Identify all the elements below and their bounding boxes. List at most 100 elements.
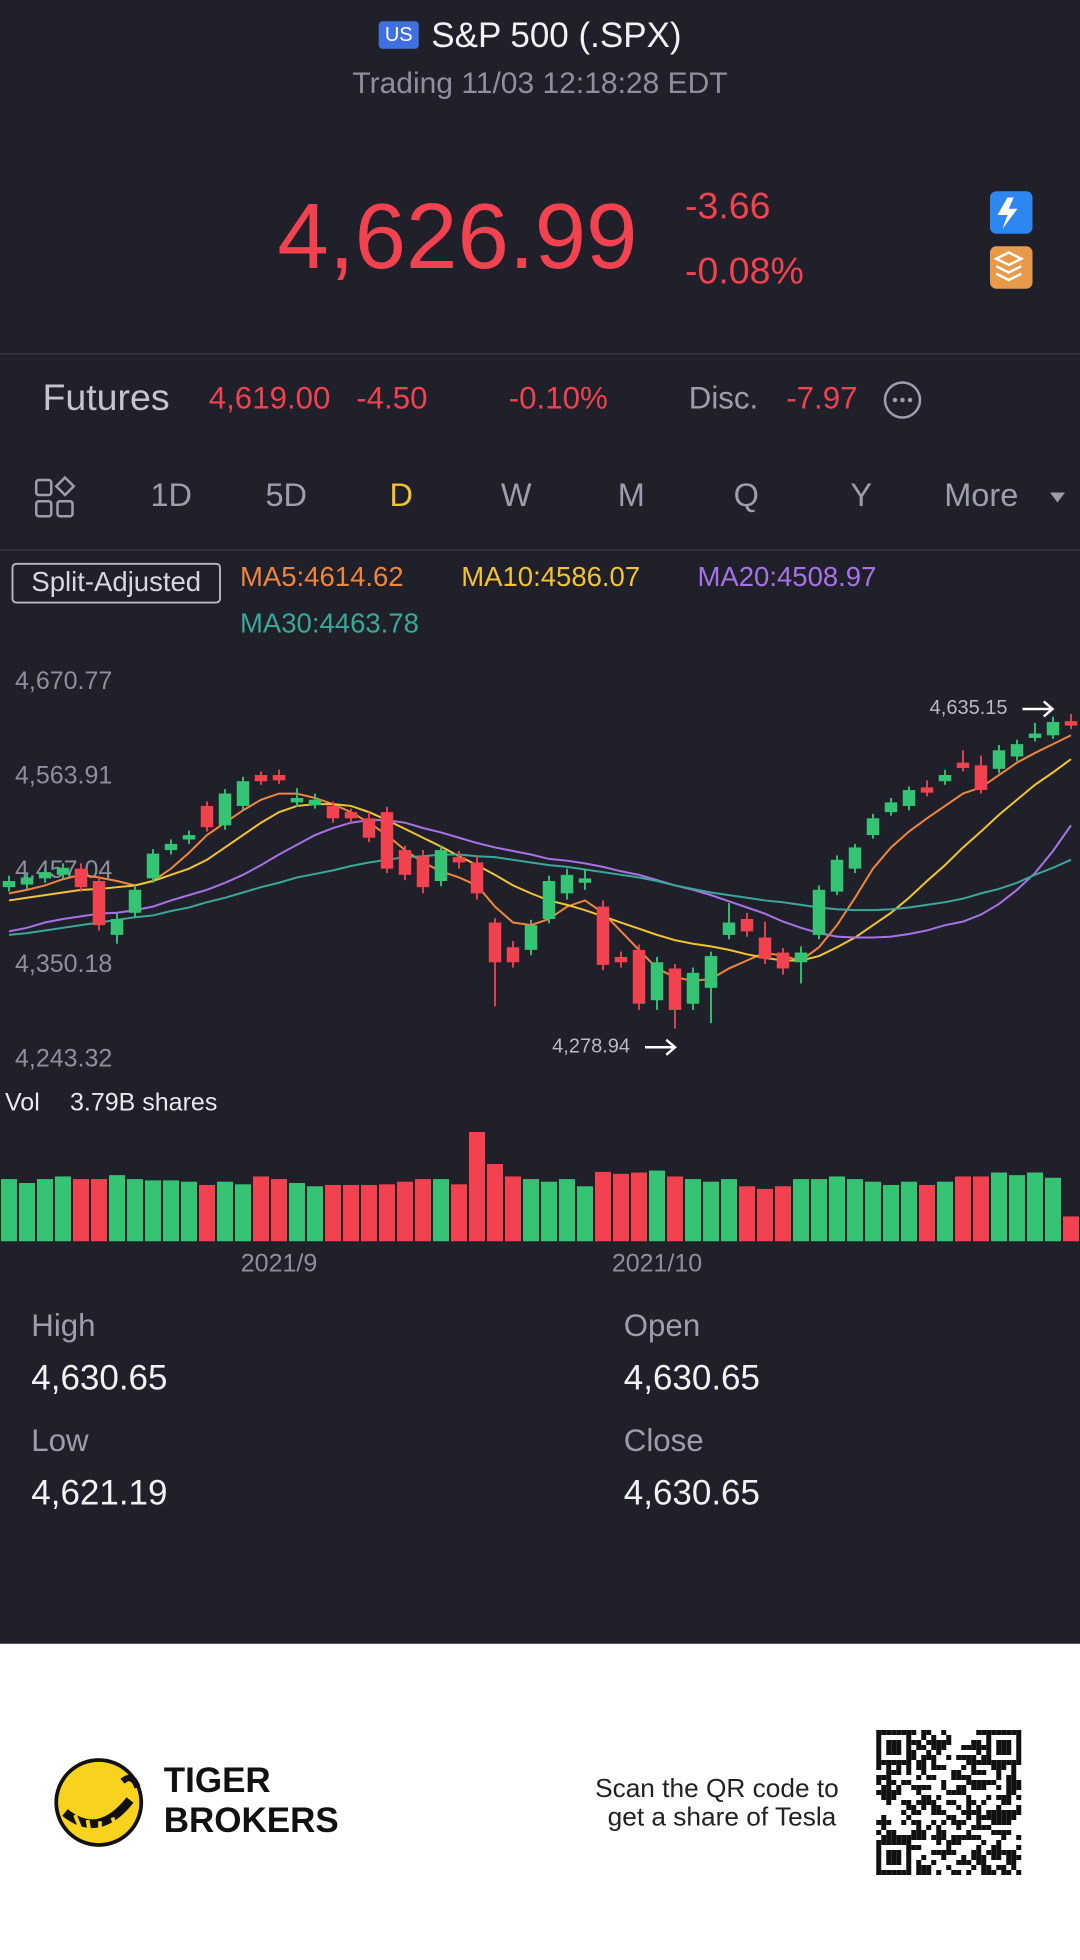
qr-module <box>1011 1785 1017 1790</box>
qr-module <box>966 1810 972 1815</box>
icon-part <box>54 475 76 497</box>
tab[interactable]: Y <box>850 477 872 513</box>
candle-body <box>686 972 700 1004</box>
qr-module <box>901 1780 907 1785</box>
candle-body <box>992 750 1006 769</box>
qr-module <box>876 1750 882 1755</box>
qr-module <box>906 1750 912 1755</box>
volume-bar <box>433 1179 449 1242</box>
volume-bar <box>307 1186 323 1242</box>
qr-module <box>906 1870 912 1875</box>
qr-module <box>976 1820 982 1825</box>
futures-change-pct: -0.10% <box>509 380 608 415</box>
qr-module <box>1001 1810 1007 1815</box>
tab[interactable]: W <box>501 477 532 513</box>
qr-module <box>916 1810 922 1815</box>
qr-module <box>1011 1855 1017 1860</box>
tab[interactable]: M <box>618 477 645 513</box>
qr-module <box>1001 1870 1007 1875</box>
price: 4,626.99 <box>277 184 637 288</box>
volume-current: 3.79B shares <box>70 1088 217 1116</box>
more-button[interactable] <box>883 381 922 419</box>
candle-body <box>308 799 322 806</box>
qr-module <box>901 1840 907 1845</box>
volume-bar <box>109 1175 125 1242</box>
qr-module <box>951 1815 957 1820</box>
promo-text: get a share of Tesla <box>608 1802 837 1832</box>
qr-module <box>996 1730 1002 1735</box>
tab[interactable]: D <box>390 477 413 513</box>
qr-module <box>906 1765 912 1770</box>
brand: BROKERS <box>164 1801 339 1840</box>
qr-module <box>976 1760 982 1765</box>
qr-module <box>911 1820 917 1825</box>
qr-module <box>916 1845 922 1850</box>
candle-body <box>362 818 376 838</box>
qr-module <box>886 1830 892 1835</box>
qr-module <box>881 1870 887 1875</box>
qr-module <box>936 1750 942 1755</box>
stat-label: Open <box>624 1308 700 1343</box>
stack-icon[interactable] <box>990 246 1033 289</box>
futures-label: Futures <box>43 376 170 418</box>
qr-module <box>996 1855 1002 1860</box>
logo <box>54 1758 144 1847</box>
candle-body <box>236 781 250 806</box>
dropdown-caret <box>1050 492 1065 503</box>
tab[interactable]: Q <box>734 477 759 513</box>
volume-bar <box>415 1179 431 1242</box>
volume-bar <box>469 1131 485 1242</box>
extreme-label: 4,278.94 <box>552 1036 630 1058</box>
volume-bar <box>829 1176 845 1242</box>
candle-body <box>848 847 862 869</box>
qr-module <box>1001 1830 1007 1835</box>
qr-module <box>971 1770 977 1775</box>
qr-module <box>1016 1855 1022 1860</box>
qr-module <box>921 1855 927 1860</box>
flash-icon[interactable] <box>990 191 1033 234</box>
candle-body <box>380 812 394 869</box>
qr-module <box>911 1750 917 1755</box>
qr-module <box>901 1760 907 1765</box>
adjust-box[interactable] <box>11 562 221 604</box>
qr-module <box>1011 1850 1017 1855</box>
volume-bar <box>955 1176 971 1242</box>
qr-module <box>931 1820 937 1825</box>
promo-text: Scan the QR code to <box>595 1773 839 1803</box>
qr-module <box>951 1870 957 1875</box>
volume-bar <box>1009 1175 1025 1242</box>
candle-body <box>560 874 574 894</box>
volume-bar <box>127 1179 143 1242</box>
qr-module <box>956 1755 962 1760</box>
qr-module <box>876 1765 882 1770</box>
qr-module <box>966 1775 972 1780</box>
qr-module <box>941 1780 947 1785</box>
qr-module <box>946 1815 952 1820</box>
extreme-label: 4,635.15 <box>930 697 1008 719</box>
qr-module <box>1016 1750 1022 1755</box>
tab[interactable]: 5D <box>265 477 307 513</box>
qr-module <box>1016 1745 1022 1750</box>
tab[interactable]: 1D <box>150 477 192 513</box>
volume-bar <box>685 1179 701 1242</box>
volume-bar <box>919 1184 935 1242</box>
qr-module <box>896 1850 902 1855</box>
qr-module <box>941 1835 947 1840</box>
qr-module <box>966 1800 972 1805</box>
qr-module <box>966 1835 972 1840</box>
qr-module <box>971 1835 977 1840</box>
tab[interactable]: More <box>944 477 1018 513</box>
qr-module <box>931 1775 937 1780</box>
icon-part <box>35 478 53 497</box>
footer <box>0 1643 1080 1960</box>
qr-module <box>961 1775 967 1780</box>
qr-module <box>881 1835 887 1840</box>
qr-module <box>946 1735 952 1740</box>
qr-module <box>891 1730 897 1735</box>
candle-body <box>902 790 916 806</box>
qr-module <box>1006 1730 1012 1735</box>
volume-bar <box>163 1180 179 1242</box>
qr-module <box>921 1835 927 1840</box>
layout-icon[interactable] <box>35 475 76 518</box>
qr-module <box>936 1840 942 1845</box>
